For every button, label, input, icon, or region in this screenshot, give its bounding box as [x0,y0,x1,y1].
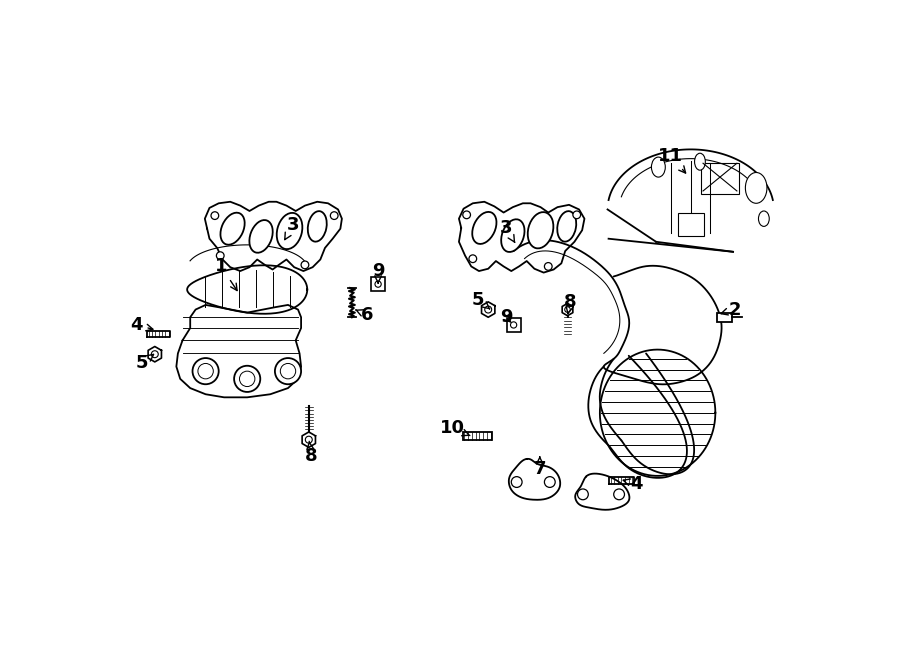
Circle shape [573,211,580,219]
Circle shape [544,477,555,487]
Polygon shape [482,302,495,317]
Circle shape [330,212,338,219]
Text: 11: 11 [658,147,686,173]
Ellipse shape [695,153,706,170]
Text: 8: 8 [305,442,318,465]
Text: 8: 8 [564,293,577,314]
Text: 6: 6 [356,306,373,324]
Polygon shape [575,473,629,510]
Text: 5: 5 [135,354,154,372]
Text: 2: 2 [721,301,741,319]
Text: 9: 9 [500,308,512,327]
Bar [701,163,739,194]
Circle shape [193,358,219,384]
Text: 3: 3 [500,219,515,243]
Ellipse shape [759,211,769,226]
Circle shape [544,262,552,270]
Polygon shape [176,305,302,397]
Text: 10: 10 [439,419,470,437]
Circle shape [511,477,522,487]
Circle shape [274,358,302,384]
Ellipse shape [557,211,576,242]
Polygon shape [205,202,342,271]
Ellipse shape [220,213,245,245]
Ellipse shape [472,212,497,244]
Ellipse shape [249,220,273,253]
Circle shape [211,212,219,219]
Ellipse shape [527,212,554,249]
Circle shape [302,261,309,269]
Ellipse shape [276,213,302,249]
Polygon shape [302,432,316,447]
Bar [371,277,385,291]
Text: 4: 4 [623,475,644,493]
Circle shape [234,366,260,392]
Ellipse shape [652,157,665,177]
Ellipse shape [308,211,327,242]
Circle shape [578,489,589,500]
Circle shape [469,255,477,262]
Ellipse shape [501,219,525,252]
Polygon shape [514,240,722,384]
Text: 5: 5 [472,291,490,309]
Bar [717,313,733,322]
Circle shape [216,252,224,260]
Bar [507,318,520,332]
Text: 4: 4 [130,316,153,334]
Polygon shape [148,346,161,362]
Circle shape [463,211,471,219]
Bar [678,214,704,237]
Text: 3: 3 [284,216,300,240]
Circle shape [614,489,625,500]
Text: 9: 9 [372,262,384,283]
Polygon shape [508,459,560,500]
Text: 1: 1 [215,257,237,291]
Bar [463,432,492,440]
Polygon shape [608,149,773,252]
Ellipse shape [745,173,767,204]
Polygon shape [600,350,716,476]
Text: 7: 7 [534,457,546,478]
Polygon shape [459,202,584,272]
Polygon shape [187,265,307,314]
Polygon shape [562,303,572,316]
